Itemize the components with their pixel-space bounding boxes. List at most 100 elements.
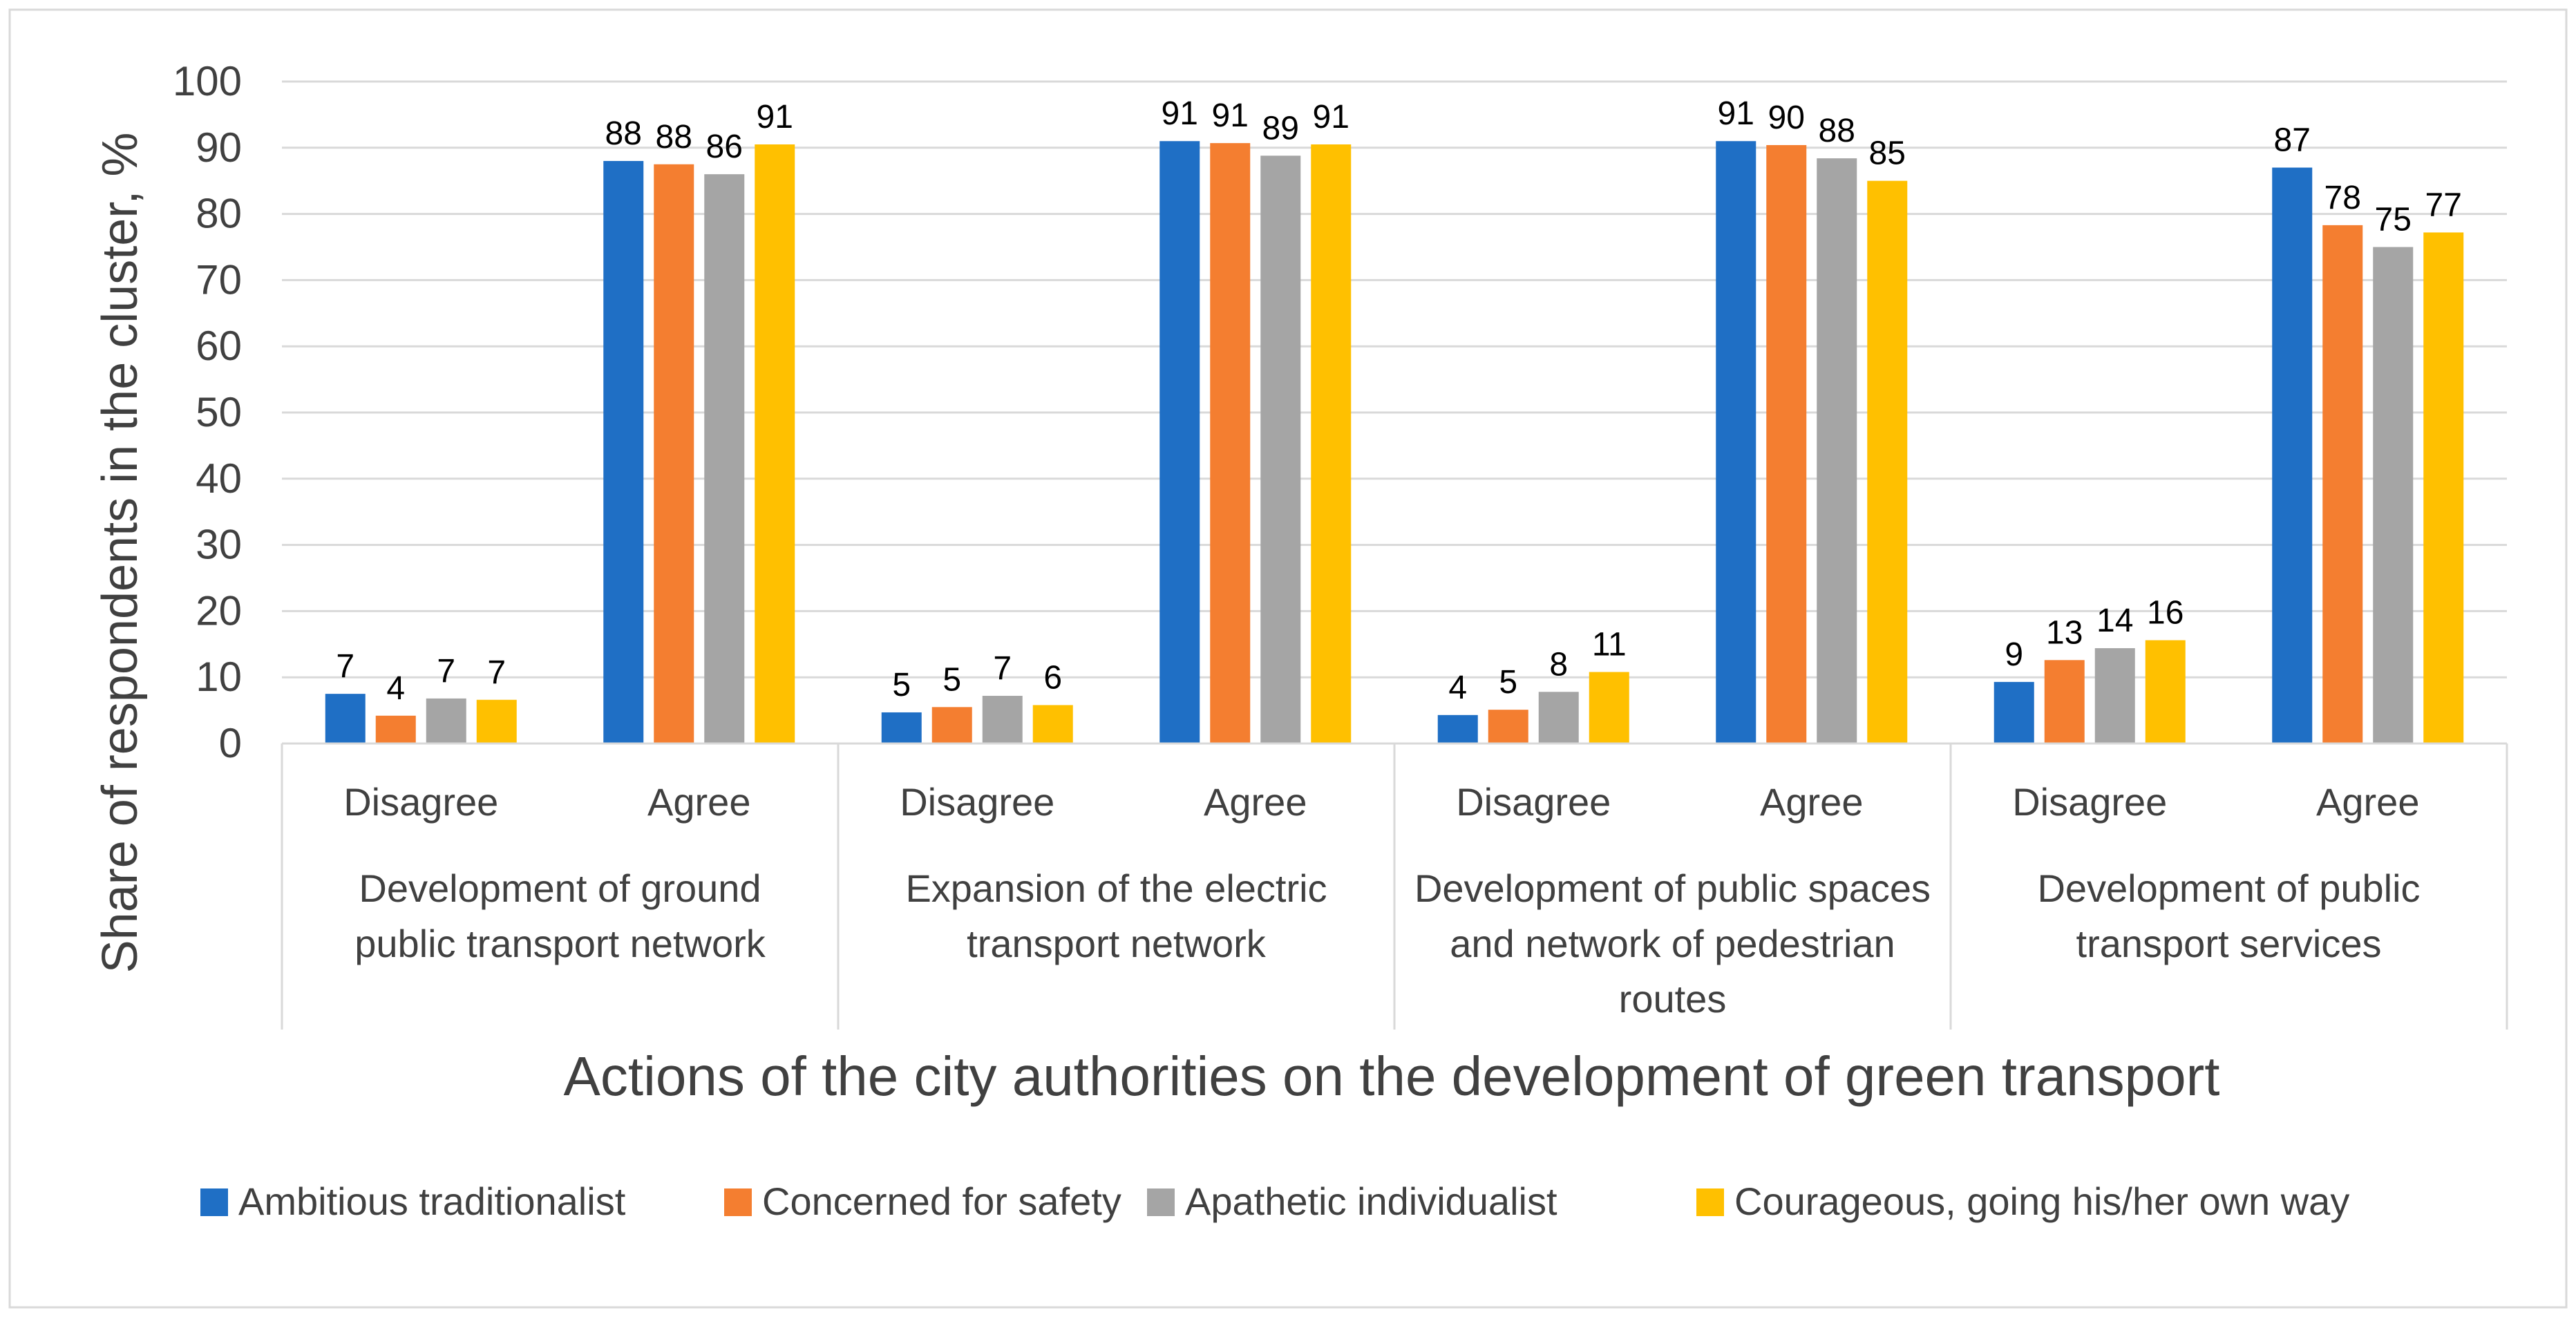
data-label: 91 — [757, 99, 793, 135]
legend-label: Concerned for safety — [762, 1179, 1121, 1223]
bar — [2272, 167, 2313, 744]
data-label: 87 — [2274, 122, 2311, 159]
data-label: 86 — [706, 129, 743, 165]
bar — [325, 694, 366, 743]
data-label: 11 — [1592, 627, 1627, 663]
y-axis-title: Share of respondents in the cluster, % — [93, 133, 148, 974]
data-label: 5 — [943, 661, 961, 698]
y-tick-label: 50 — [196, 389, 242, 435]
data-label: 91 — [1313, 99, 1349, 135]
bar — [1589, 672, 1629, 743]
data-label: 7 — [993, 650, 1012, 687]
x-tick-label: Disagree — [2012, 780, 2167, 824]
bar — [881, 712, 922, 743]
bar — [603, 160, 644, 743]
y-tick-label: 10 — [196, 654, 242, 700]
group-label: Expansion of the electric — [905, 866, 1327, 910]
legend: Ambitious traditionalist Concerned for sa… — [200, 1179, 2349, 1223]
y-tick-label: 70 — [196, 256, 242, 303]
group-label: Development of public — [2037, 866, 2420, 910]
data-label: 5 — [1499, 664, 1517, 701]
data-label: 5 — [892, 667, 911, 703]
x-axis-title: Actions of the city authorities on the d… — [564, 1045, 2220, 1107]
bar — [2145, 640, 2186, 743]
data-label: 4 — [386, 670, 405, 707]
data-label: 16 — [2147, 595, 2184, 632]
data-label: 7 — [487, 654, 506, 691]
x-tick-label: Disagree — [343, 780, 498, 824]
x-axis: Disagree Agree Development of ground public… — [281, 742, 2508, 1030]
data-label: 90 — [1768, 100, 1805, 136]
data-label: 7 — [336, 648, 354, 685]
y-tick-label: 60 — [196, 323, 242, 369]
legend-swatch — [200, 1188, 228, 1216]
data-label: 14 — [2096, 603, 2133, 639]
bar — [426, 698, 466, 743]
y-tick-label: 100 — [173, 58, 242, 104]
y-tick-label: 80 — [196, 191, 242, 237]
x-tick-label: Disagree — [1456, 780, 1611, 824]
data-label: 77 — [2425, 187, 2462, 223]
data-label: 75 — [2375, 202, 2412, 238]
group-label: Development of public spaces — [1414, 866, 1931, 910]
bar — [1488, 710, 1528, 743]
bars — [325, 141, 2464, 744]
legend-swatch — [1147, 1188, 1175, 1216]
data-label: 91 — [1212, 97, 1249, 134]
bar — [2373, 247, 2414, 743]
y-axis-ticks: 0 10 20 30 40 50 60 70 80 90 100 — [173, 58, 242, 766]
legend-label: Ambitious traditionalist — [238, 1179, 626, 1223]
data-label: 89 — [1262, 110, 1299, 146]
bar — [2423, 232, 2464, 743]
legend-swatch — [724, 1188, 752, 1216]
bar — [1210, 143, 1251, 743]
data-label: 88 — [1819, 113, 1855, 149]
bar — [1716, 141, 1756, 744]
x-tick-label: Agree — [1204, 780, 1307, 824]
bar — [2322, 225, 2363, 743]
group-label: and network of pedestrian — [1450, 922, 1895, 965]
group-label: routes — [1619, 977, 1727, 1021]
y-tick-label: 30 — [196, 522, 242, 568]
y-tick-label: 20 — [196, 587, 242, 634]
bar — [931, 707, 972, 743]
group-label: Development of ground — [359, 866, 761, 910]
data-label: 7 — [437, 653, 455, 690]
x-tick-label: Agree — [647, 780, 750, 824]
data-labels: 7885914919874885915901378786789888147579… — [336, 95, 2462, 707]
data-label: 4 — [1448, 670, 1467, 706]
bar — [1032, 705, 1073, 743]
bar — [2094, 648, 2135, 743]
data-label: 8 — [1549, 646, 1568, 683]
legend-label: Apathetic individualist — [1185, 1179, 1557, 1223]
bar — [704, 174, 745, 743]
group-label: transport services — [2076, 922, 2382, 965]
data-label: 9 — [2005, 636, 2023, 673]
bar — [654, 164, 694, 743]
data-label: 6 — [1043, 659, 1062, 696]
x-tick-label: Agree — [2316, 780, 2419, 824]
bar — [755, 144, 795, 743]
bar — [2044, 660, 2085, 743]
bar — [1817, 158, 1857, 744]
data-label: 85 — [1869, 135, 1906, 172]
y-tick-label: 40 — [196, 455, 242, 502]
bar — [1437, 714, 1478, 743]
x-tick-label: Disagree — [900, 780, 1054, 824]
group-label: public transport network — [354, 922, 766, 965]
data-label: 78 — [2324, 180, 2361, 216]
legend-swatch — [1696, 1188, 1724, 1216]
bar — [1867, 180, 1908, 743]
bar — [1159, 141, 1200, 744]
group-label: transport network — [967, 922, 1267, 965]
bar — [1993, 681, 2034, 743]
bar — [476, 699, 517, 743]
x-tick-label: Agree — [1760, 780, 1863, 824]
bar — [1311, 144, 1352, 743]
bar — [375, 715, 416, 743]
bar — [982, 696, 1023, 743]
data-label: 88 — [605, 115, 642, 152]
data-label: 91 — [1718, 95, 1754, 132]
bar — [1766, 144, 1807, 743]
